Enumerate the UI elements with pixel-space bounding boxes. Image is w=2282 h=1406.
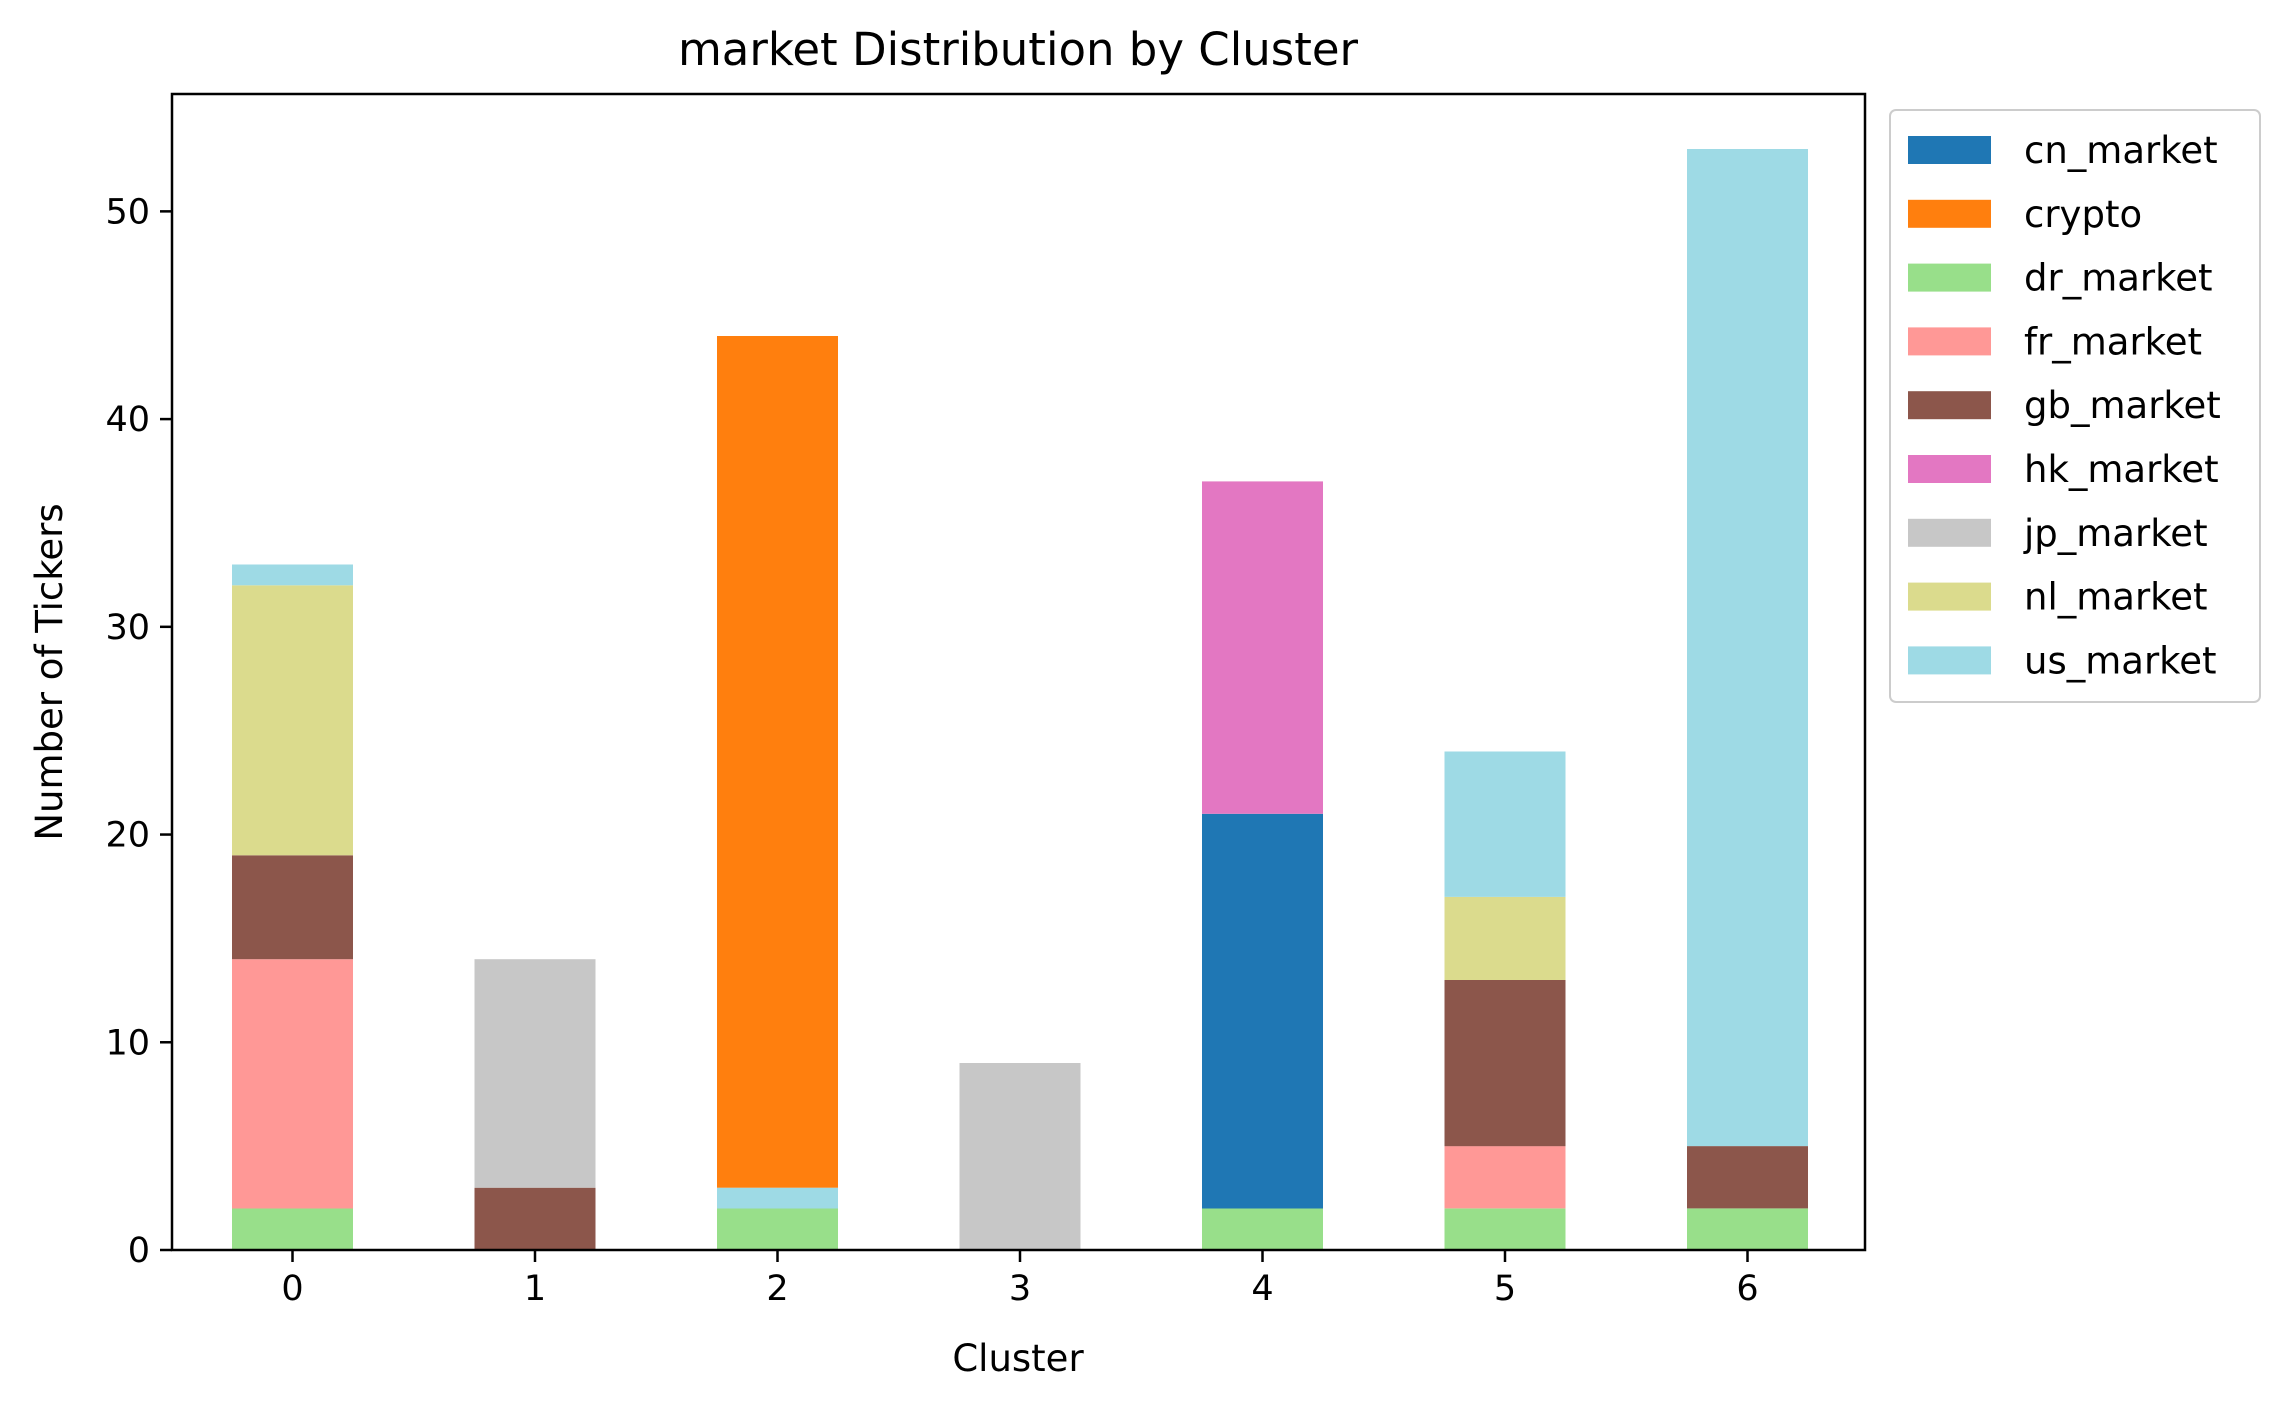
x-tick-label: 4 — [1251, 1269, 1273, 1309]
legend-swatch-jp_market — [1908, 518, 1991, 547]
bar-cluster-0-gb_market — [232, 855, 353, 960]
bar-cluster-5-nl_market — [1444, 896, 1566, 980]
legend-label-us_market: us_market — [2024, 639, 2217, 682]
bar-cluster-5-fr_market — [1444, 1146, 1566, 1209]
y-tick-label: 10 — [105, 1023, 150, 1063]
x-tick-label: 1 — [524, 1269, 546, 1309]
legend-swatch-fr_market — [1908, 327, 1991, 356]
bar-cluster-4-hk_market — [1202, 481, 1323, 814]
x-tick-label: 5 — [1494, 1269, 1516, 1309]
bar-cluster-4-dr_market — [1202, 1208, 1323, 1250]
bar-cluster-6-us_market — [1687, 149, 1808, 1147]
legend-swatch-hk_market — [1908, 455, 1991, 483]
bar-cluster-5-gb_market — [1444, 980, 1566, 1147]
bar-cluster-5-dr_market — [1444, 1208, 1566, 1250]
legend-swatch-dr_market — [1908, 263, 1991, 292]
y-axis: 0 10 20 30 40 50 — [105, 192, 172, 1271]
legend-swatch-gb_market — [1908, 391, 1991, 420]
plot-frame — [170, 92, 1867, 1252]
legend-label-fr_market: fr_market — [2024, 320, 2202, 363]
bars-layer — [232, 149, 1808, 1250]
x-tick-label: 2 — [766, 1269, 788, 1309]
legend-label-dr_market: dr_market — [2024, 257, 2213, 300]
legend-swatch-crypto — [1908, 199, 1991, 228]
bar-cluster-3-jp_market — [959, 1063, 1081, 1250]
legend-label-cn_market: cn_market — [2024, 129, 2218, 172]
y-tick-label: 30 — [105, 608, 150, 648]
y-tick-label: 40 — [105, 400, 150, 440]
x-tick-label: 3 — [1009, 1269, 1031, 1309]
x-axis: 0 1 2 3 4 5 6 — [281, 1250, 1759, 1309]
bar-cluster-1-jp_market — [474, 959, 596, 1188]
y-tick-label: 50 — [105, 192, 150, 232]
bar-cluster-1-gb_market — [474, 1187, 596, 1250]
legend-swatch-nl_market — [1908, 582, 1991, 611]
bar-cluster-2-dr_market — [717, 1208, 838, 1250]
bar-cluster-0-us_market — [232, 564, 353, 586]
bar-cluster-2-crypto — [717, 336, 838, 1188]
bar-cluster-6-gb_market — [1687, 1146, 1808, 1209]
legend-label-gb_market: gb_market — [2024, 384, 2221, 427]
legend-label-nl_market: nl_market — [2024, 576, 2208, 619]
chart-title: market Distribution by Cluster — [678, 23, 1359, 76]
x-tick-label: 6 — [1736, 1269, 1758, 1309]
y-axis-label: Number of Tickers — [28, 503, 71, 840]
legend-label-jp_market: jp_market — [2023, 512, 2208, 555]
legend-label-hk_market: hk_market — [2024, 448, 2219, 491]
bar-cluster-4-cn_market — [1202, 813, 1323, 1209]
bar-cluster-0-dr_market — [232, 1208, 353, 1250]
bar-cluster-5-us_market — [1444, 751, 1566, 897]
legend-label-crypto: crypto — [2024, 193, 2142, 236]
legend-swatch-cn_market — [1908, 136, 1991, 164]
legend-box — [1889, 109, 2261, 703]
x-axis-label: Cluster — [952, 1337, 1084, 1380]
bar-cluster-6-dr_market — [1687, 1208, 1808, 1250]
legend-swatch-us_market — [1908, 646, 1991, 675]
bar-cluster-0-fr_market — [232, 959, 353, 1209]
x-tick-label: 0 — [281, 1269, 303, 1309]
y-tick-label: 0 — [128, 1231, 150, 1271]
bar-cluster-2-us_market — [717, 1187, 838, 1209]
y-tick-label: 20 — [105, 816, 150, 856]
bar-cluster-0-nl_market — [232, 585, 353, 856]
